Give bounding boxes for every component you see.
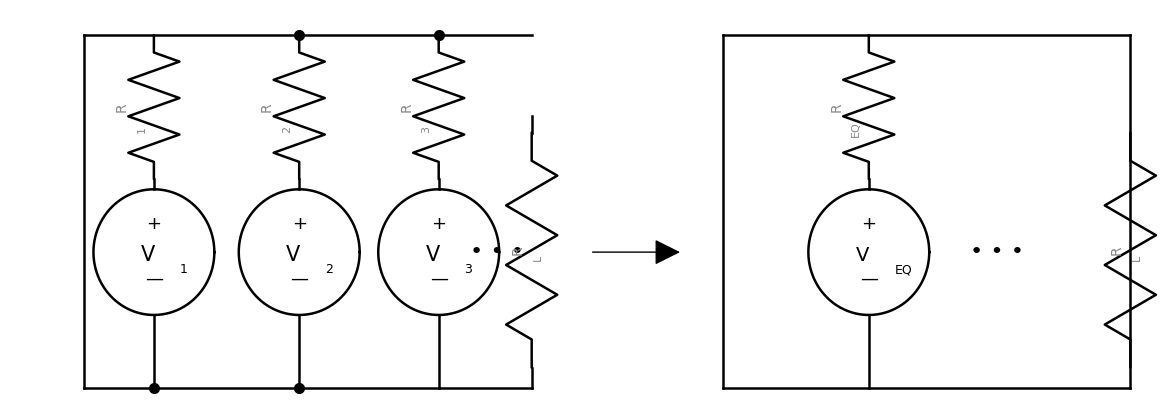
Text: V: V — [856, 246, 870, 265]
Text: R: R — [259, 102, 273, 112]
Text: 3: 3 — [464, 263, 472, 276]
Text: V: V — [286, 245, 300, 265]
Text: 3: 3 — [422, 126, 431, 133]
Text: —: — — [145, 270, 162, 288]
Text: EQ: EQ — [851, 122, 861, 137]
Text: +: + — [292, 215, 307, 233]
Text: V: V — [426, 245, 440, 265]
Text: R: R — [399, 102, 413, 112]
Text: R: R — [1110, 245, 1124, 255]
Text: R: R — [829, 102, 843, 112]
Text: EQ: EQ — [895, 263, 912, 276]
Text: 1: 1 — [180, 263, 187, 276]
Text: • • •: • • • — [470, 242, 523, 262]
Text: +: + — [431, 215, 446, 233]
Text: L: L — [1132, 254, 1141, 261]
Text: V: V — [141, 245, 155, 265]
Text: 2: 2 — [325, 263, 333, 276]
Text: —: — — [430, 270, 447, 288]
Text: R: R — [510, 245, 524, 255]
Text: 1: 1 — [137, 126, 146, 133]
Text: —: — — [860, 270, 878, 288]
Text: R: R — [114, 102, 128, 112]
Text: 2: 2 — [281, 126, 292, 133]
Text: +: + — [146, 215, 161, 233]
Text: • • •: • • • — [969, 242, 1023, 262]
Text: —: — — [290, 270, 308, 288]
Text: +: + — [861, 215, 876, 233]
Text: L: L — [533, 254, 543, 261]
